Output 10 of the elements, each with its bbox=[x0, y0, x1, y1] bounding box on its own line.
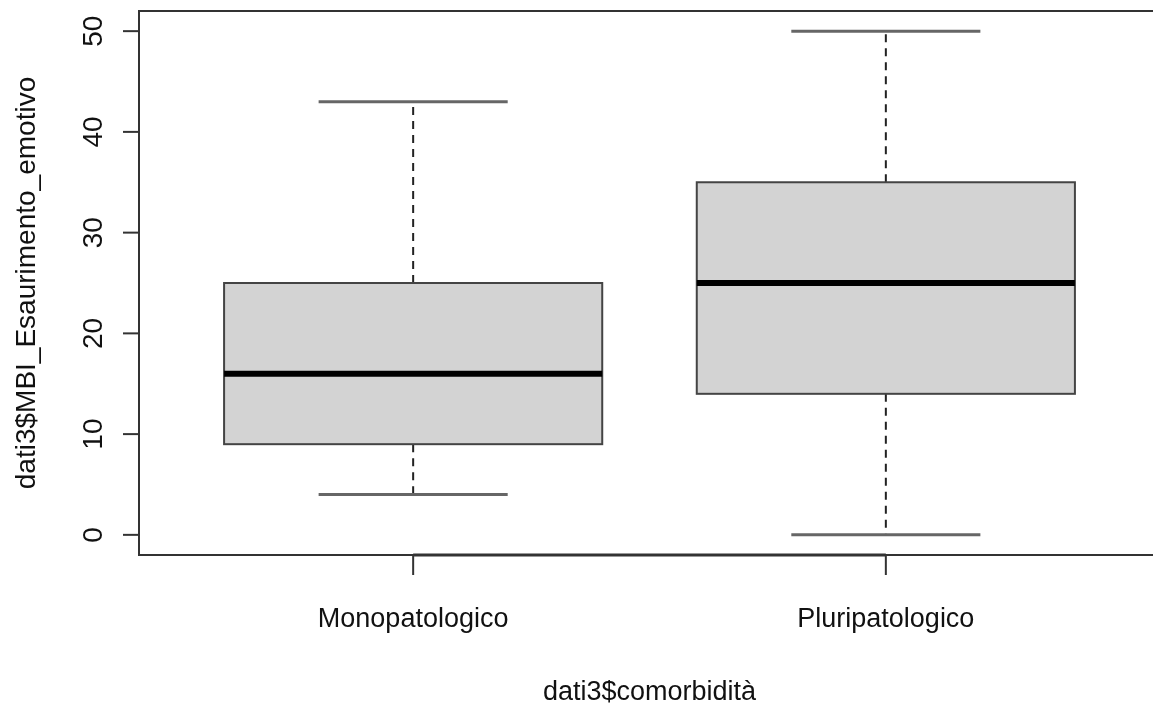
y-tick-label: 30 bbox=[77, 217, 108, 249]
y-tick-label: 40 bbox=[77, 116, 108, 148]
y-tick-label: 0 bbox=[77, 527, 108, 543]
y-tick-label: 20 bbox=[77, 317, 108, 349]
y-tick-label: 50 bbox=[77, 15, 108, 47]
x-axis-title: dati3$comorbidità bbox=[542, 676, 758, 706]
y-axis-title: dati3$MBI_Esaurimento_emotivo bbox=[10, 76, 41, 490]
y-tick-label: 10 bbox=[77, 418, 108, 450]
x-tick-label: Monopatologico bbox=[317, 603, 509, 633]
x-tick-label: Pluripatologico bbox=[797, 603, 975, 633]
